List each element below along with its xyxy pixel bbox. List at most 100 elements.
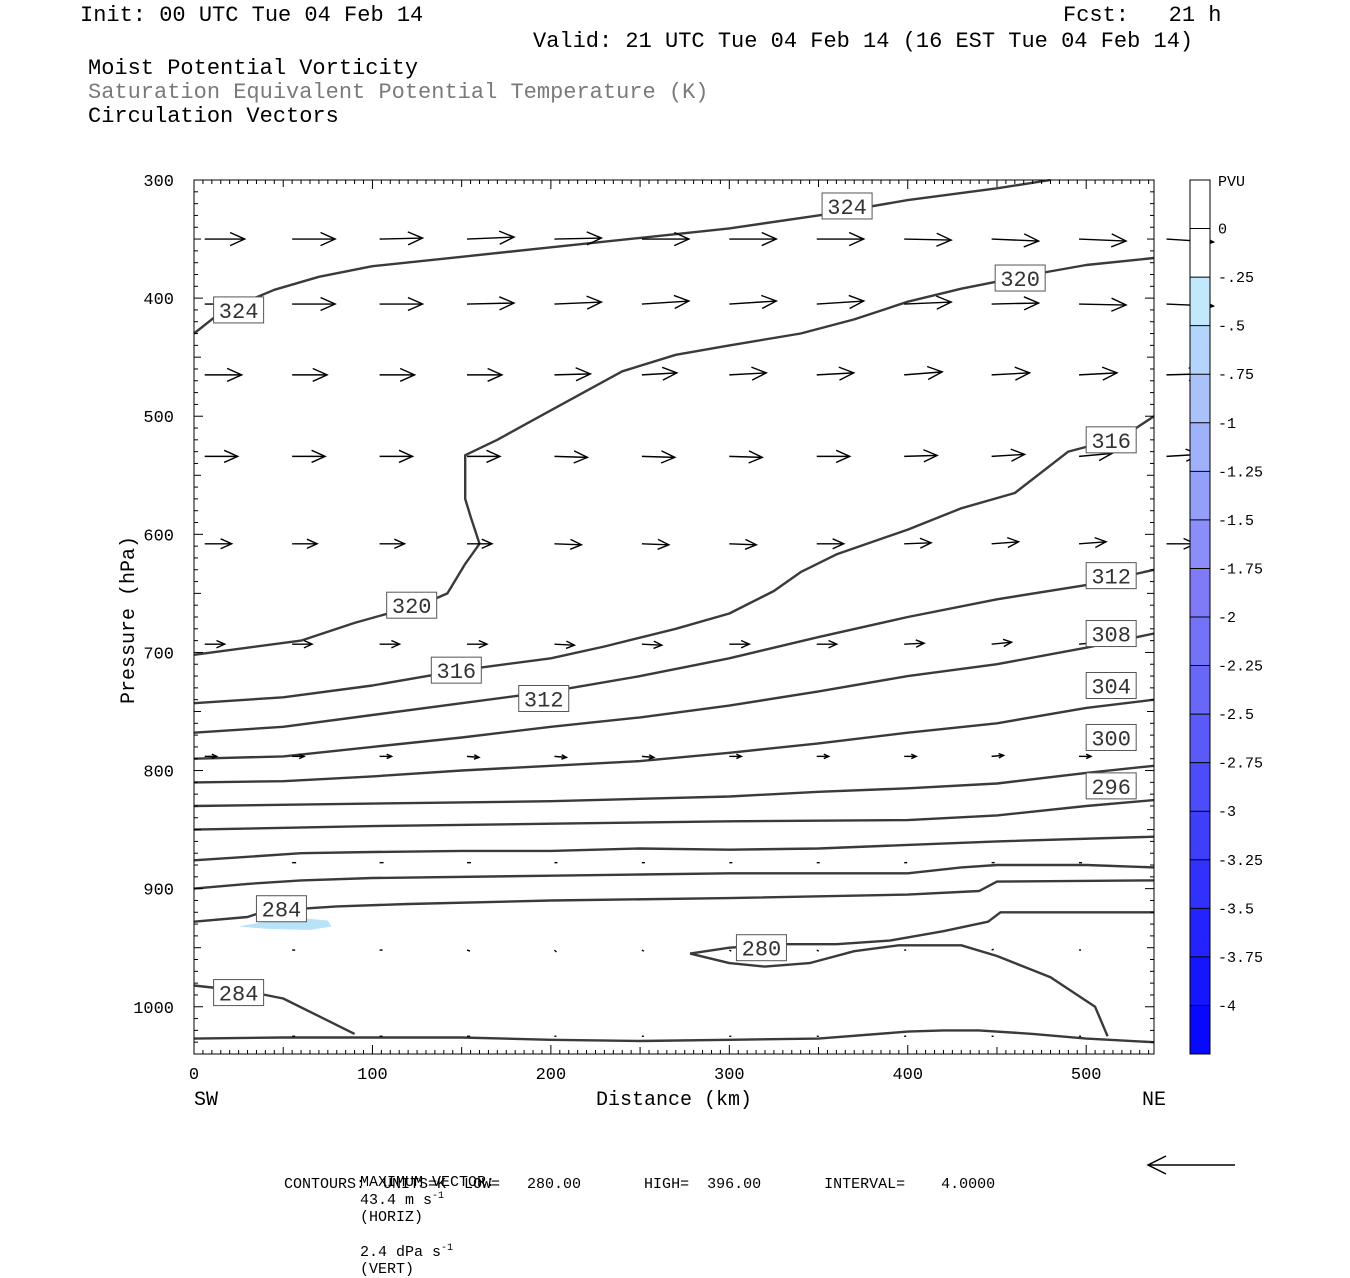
- contour-line: [193, 568, 1155, 734]
- contour-label-box: [213, 296, 265, 324]
- vector-head: [391, 639, 402, 649]
- vector-head: [838, 366, 856, 381]
- y-tick-labels: 300 400 500 600 700 800 900 1000: [133, 173, 174, 1019]
- vector-shaft: [553, 949, 557, 953]
- vector-shaft: [991, 641, 1012, 645]
- contour-line: [193, 863, 1155, 890]
- vector-head: [575, 367, 593, 382]
- colorbar-swatch: [1190, 714, 1210, 764]
- vector-head: [481, 538, 494, 549]
- contour-line: [193, 178, 1051, 335]
- contour-label: 284: [219, 983, 259, 1008]
- vector-head: [936, 295, 953, 310]
- vector-head: [1085, 753, 1093, 760]
- colorbar-swatch: [1190, 228, 1210, 278]
- vector-shaft: [554, 373, 591, 376]
- vector-head: [1002, 638, 1014, 648]
- vector-shaft: [816, 300, 864, 305]
- contour-label-box: [518, 684, 570, 712]
- contour-label: 284: [262, 899, 302, 924]
- vector-head: [660, 450, 677, 464]
- vector-head: [586, 295, 604, 310]
- vector-head: [848, 231, 866, 247]
- reference-vector-arrow: [1146, 1155, 1235, 1175]
- contour-label-box: [1085, 772, 1137, 800]
- vector-head: [1110, 233, 1128, 248]
- vector-head: [1023, 296, 1041, 311]
- vector-head: [220, 538, 234, 550]
- vector-shaft: [816, 372, 854, 376]
- contour-label: 280: [742, 938, 782, 963]
- vector-shaft: [379, 237, 423, 240]
- colorbar-swatch: [1190, 277, 1210, 327]
- vector-head: [748, 450, 765, 464]
- vector-shaft: [729, 372, 767, 376]
- contour-label-box: [1085, 620, 1137, 648]
- vector-head: [226, 367, 244, 383]
- contour-label: 320: [1000, 268, 1040, 293]
- vector-head: [561, 754, 569, 760]
- vector-shaft: [641, 300, 689, 305]
- circulation-vectors: [204, 230, 1216, 1037]
- vector-head: [211, 753, 219, 760]
- contour-label-box: [213, 979, 265, 1007]
- vector-head: [673, 294, 691, 310]
- contour-label-box: [1085, 723, 1137, 751]
- colorbar-label: -3.25: [1218, 853, 1263, 870]
- vector-shaft: [554, 755, 567, 759]
- contour-line: [193, 698, 1155, 784]
- colorbar-label: 0: [1218, 222, 1227, 239]
- vector-head: [835, 449, 852, 464]
- vector-head: [312, 367, 329, 382]
- vector-shaft: [904, 642, 925, 645]
- vert-tag: (VERT): [360, 1261, 415, 1278]
- vector-head: [306, 538, 319, 549]
- vector-head: [216, 639, 227, 649]
- vector-shaft: [991, 948, 994, 951]
- vector-shaft: [466, 755, 480, 759]
- contour-label-box: [255, 895, 307, 923]
- x-axis-label: Distance (km): [596, 1089, 752, 1112]
- vector-shaft: [466, 236, 515, 240]
- y-tick-label: 400: [143, 291, 174, 310]
- vector-head: [1094, 536, 1108, 549]
- vector-shaft: [466, 302, 515, 305]
- vector-head: [303, 639, 314, 649]
- colorbar-label: -3.5: [1218, 901, 1254, 918]
- colorbar-swatch: [1190, 568, 1210, 618]
- colorbar-swatch: [1190, 1005, 1210, 1055]
- contour-label: 312: [1091, 566, 1131, 591]
- pv-colorbar: PVU 0 -.25 -.5 -.75 -1 -1.25 -1.5 -1.75 -2 -2.25 -2…: [1189, 174, 1263, 1055]
- contour-line: [193, 632, 1155, 760]
- vector-head: [498, 230, 516, 245]
- vector-head: [657, 538, 671, 550]
- colorbar-label: -.75: [1218, 367, 1254, 384]
- vector-shaft: [991, 302, 1039, 305]
- contour-label: 300: [1091, 727, 1131, 752]
- vector-shaft: [991, 541, 1019, 545]
- vector-shaft: [641, 755, 654, 759]
- contour-labels: 324 324 320 320 316 316 312 312 308 304 300 296 284 2…: [213, 192, 1137, 1008]
- vert-exponent: -1: [441, 1243, 454, 1254]
- vector-head: [998, 752, 1006, 759]
- vector-head: [1010, 448, 1027, 462]
- colorbar-title: PVU: [1218, 174, 1245, 191]
- vector-head: [407, 296, 425, 312]
- vector-head: [1014, 366, 1032, 381]
- contour-label: 324: [219, 300, 259, 325]
- x-left-label: SW: [194, 1089, 218, 1112]
- y-tick-label: 600: [143, 527, 174, 546]
- colorbar-swatch: [1190, 665, 1210, 715]
- vector-head: [478, 639, 489, 649]
- contour-label-box: [1085, 426, 1137, 454]
- contour-label-box: [821, 192, 873, 220]
- vector-shaft: [991, 754, 1004, 758]
- contour-label-box: [735, 934, 787, 962]
- vector-head: [661, 366, 679, 381]
- contour-line: [193, 879, 1155, 923]
- contour-label-box: [1085, 562, 1137, 590]
- vector-shaft: [641, 455, 675, 459]
- field-title-theta-es: Saturation Equivalent Potential Temperat…: [88, 80, 709, 105]
- vector-head: [298, 753, 306, 760]
- colorbar-swatch: [1190, 519, 1210, 569]
